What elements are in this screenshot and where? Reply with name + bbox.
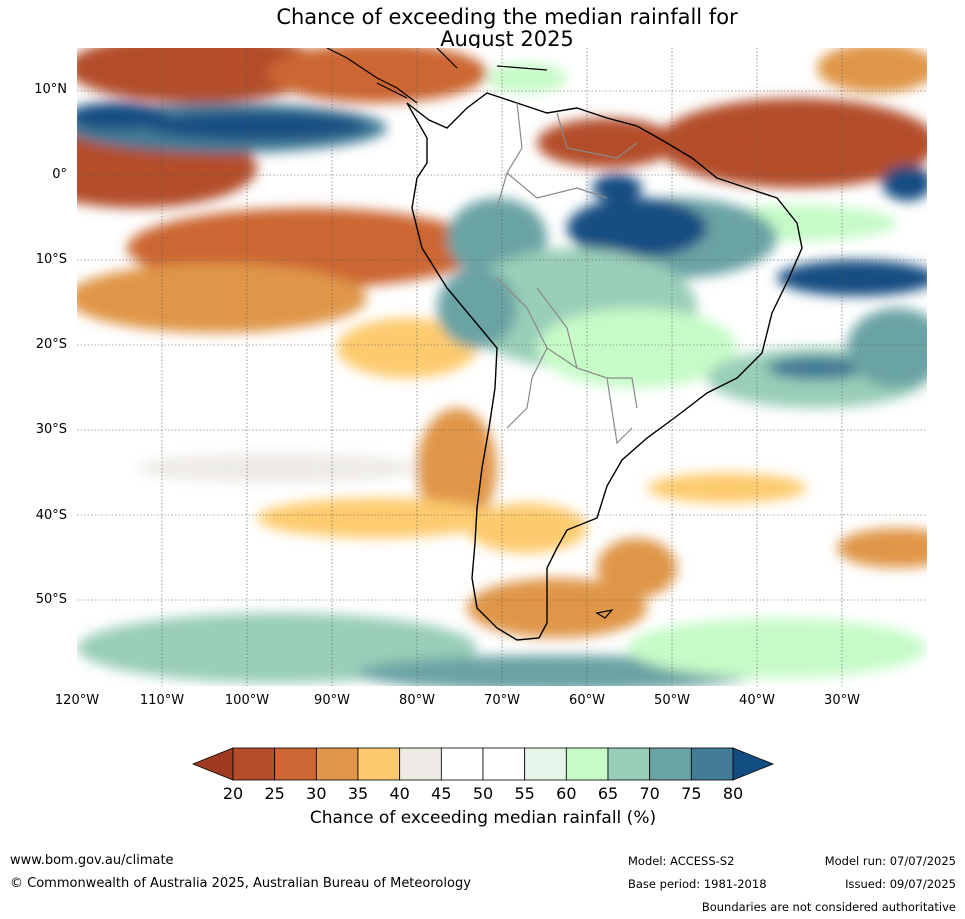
lon-label-100w: 100°W <box>224 693 270 708</box>
colorbar-segment <box>232 747 276 781</box>
colorbar-tick-label: 30 <box>306 784 327 803</box>
lon-label-50w: 50°W <box>654 693 690 708</box>
colorbar-tick-label: 25 <box>264 784 285 803</box>
falkland-islands <box>595 609 614 619</box>
colorbar-tick-label: 60 <box>556 784 577 803</box>
footer-issued: Issued: 09/07/2025 <box>845 877 956 891</box>
colorbar-segment <box>524 747 567 781</box>
colorbar-segment <box>440 747 484 781</box>
lat-label-0: 0° <box>52 167 67 182</box>
map-title-line1: Chance of exceeding the median rainfall … <box>276 5 738 29</box>
lon-label-110w: 110°W <box>139 693 185 708</box>
colorbar-tick-label: 75 <box>681 784 702 803</box>
central-america-coastline <box>326 48 548 104</box>
lon-label-60w: 60°W <box>569 693 605 708</box>
colorbar-tick-label: 65 <box>597 784 619 803</box>
lon-label-90w: 90°W <box>314 693 350 708</box>
colorbar-tick-label: 40 <box>389 784 410 803</box>
colorbar-segment <box>274 747 317 781</box>
colorbar-tick-label: 20 <box>222 784 244 803</box>
south-america-coastline <box>406 92 803 641</box>
colorbar-segment <box>399 747 442 781</box>
lat-label-20s: 20°S <box>35 337 67 352</box>
lon-label-80w: 80°W <box>399 693 435 708</box>
colorbar-segment <box>649 747 692 781</box>
footer-copyright: © Commonwealth of Australia 2025, Austra… <box>10 876 471 891</box>
footer-base-period: Base period: 1981-2018 <box>628 877 767 891</box>
colorbar-tick-label: 35 <box>347 784 369 803</box>
lon-label-70w: 70°W <box>484 693 520 708</box>
lon-label-40w: 40°W <box>739 693 775 708</box>
colorbar-label: Chance of exceeding median rainfall (%) <box>309 808 657 828</box>
lat-label-10s: 10°S <box>35 252 67 267</box>
colorbar-segment <box>565 747 609 781</box>
lat-label-40s: 40°S <box>35 508 67 523</box>
colorbar-segment <box>690 747 734 781</box>
rainfall-map <box>77 48 927 686</box>
colorbar-tick-label: 55 <box>514 784 535 803</box>
colorbar-arrow-high <box>732 747 775 781</box>
colorbar-tick-label: 80 <box>722 784 744 803</box>
anomaly-field <box>77 48 927 686</box>
colorbar-segment <box>315 747 359 781</box>
colorbar-arrow-low <box>191 747 234 781</box>
colorbar-tick-label: 70 <box>639 784 660 803</box>
graticule <box>77 48 927 686</box>
footer-website: www.bom.gov.au/climate <box>10 853 174 868</box>
colorbar-segment <box>357 747 401 781</box>
lon-label-30w: 30°W <box>824 693 860 708</box>
lat-label-30s: 30°S <box>35 422 67 437</box>
lat-label-50s: 50°S <box>35 592 67 607</box>
colorbar-tick-label: 45 <box>431 784 452 803</box>
colorbar-tick-label: 50 <box>472 784 494 803</box>
country-borders <box>496 102 638 445</box>
lon-label-120w: 120°W <box>54 693 100 708</box>
footer-model-run: Model run: 07/07/2025 <box>824 854 956 868</box>
footer-disclaimer: Boundaries are not considered authoritat… <box>701 900 956 914</box>
map-title-line2: August 2025 <box>440 27 574 51</box>
colorbar-segment <box>482 747 526 781</box>
colorbar-segment <box>607 747 651 781</box>
footer-model: Model: ACCESS-S2 <box>628 854 735 868</box>
lat-label-10n: 10°N <box>34 82 67 97</box>
